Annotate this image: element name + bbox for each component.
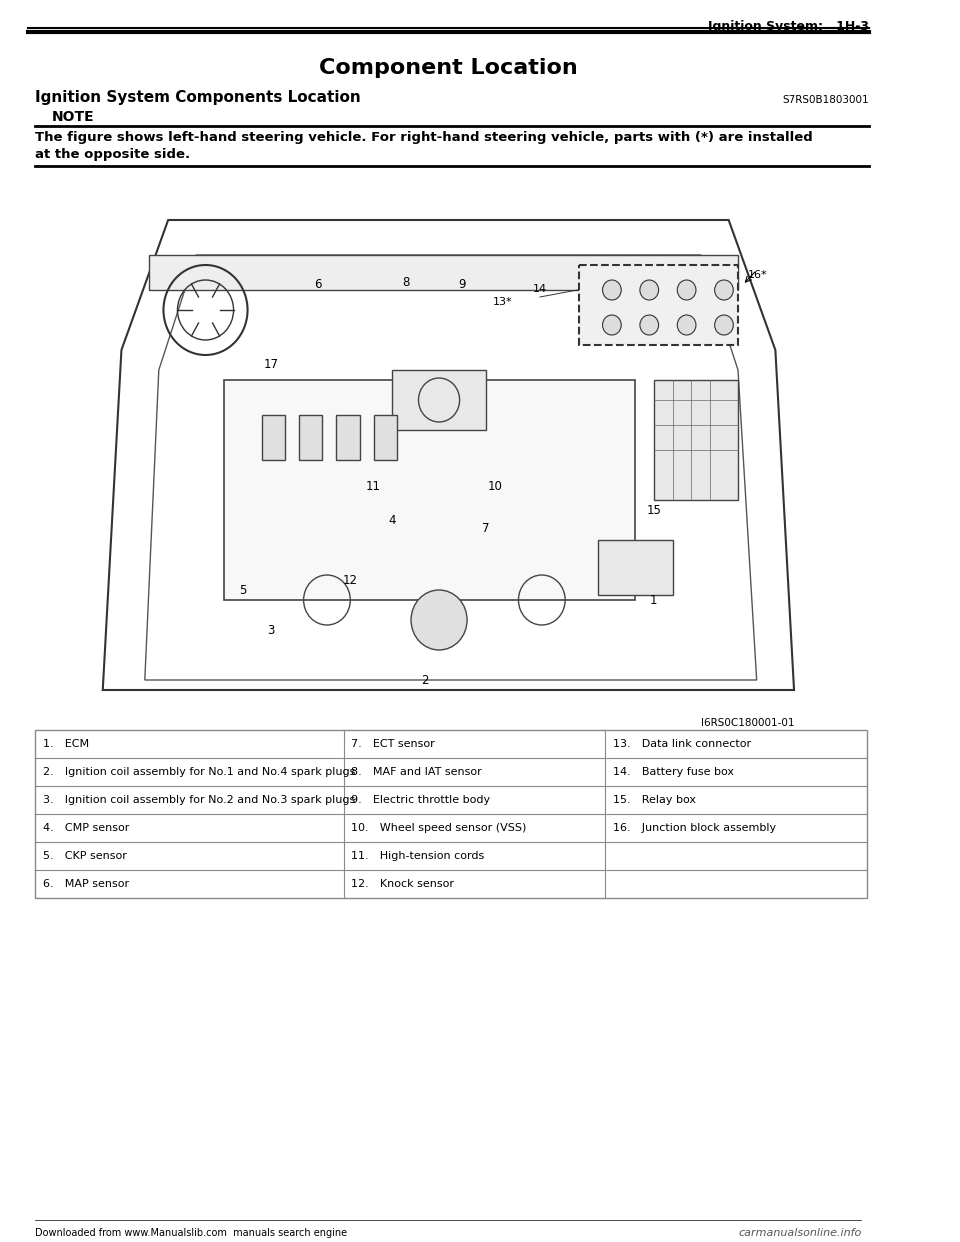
- Bar: [93, 178, 822, 708]
- Text: carmanualsonline.info: carmanualsonline.info: [738, 1228, 861, 1238]
- Text: 13*: 13*: [493, 297, 513, 307]
- Bar: [373, 415, 397, 460]
- Bar: [579, 265, 738, 345]
- Text: at the opposite side.: at the opposite side.: [36, 148, 191, 161]
- Text: 10. Wheel speed sensor (VSS): 10. Wheel speed sensor (VSS): [351, 823, 527, 833]
- Text: 1. ECM: 1. ECM: [43, 739, 89, 749]
- Circle shape: [411, 590, 468, 650]
- Text: 12. Knock sensor: 12. Knock sensor: [351, 879, 454, 889]
- Text: 15. Relay box: 15. Relay box: [612, 795, 696, 805]
- Circle shape: [603, 315, 621, 335]
- Text: 9: 9: [459, 278, 467, 292]
- Text: 13. Data link connector: 13. Data link connector: [612, 739, 751, 749]
- Text: 10: 10: [488, 481, 502, 493]
- Text: The figure shows left-hand steering vehicle. For right-hand steering vehicle, pa: The figure shows left-hand steering vehi…: [36, 130, 813, 144]
- Text: 5. CKP sensor: 5. CKP sensor: [43, 851, 127, 861]
- Text: 3: 3: [267, 623, 275, 636]
- Bar: [598, 540, 673, 595]
- Text: S7RS0B1803001: S7RS0B1803001: [782, 94, 869, 106]
- Text: 14. Battery fuse box: 14. Battery fuse box: [612, 768, 733, 777]
- Text: 6: 6: [314, 278, 322, 292]
- Circle shape: [603, 279, 621, 301]
- Bar: [225, 380, 636, 600]
- Text: 15: 15: [646, 503, 661, 517]
- Text: I6RS0C180001-01: I6RS0C180001-01: [701, 718, 794, 728]
- Circle shape: [714, 315, 733, 335]
- Text: 1: 1: [650, 594, 658, 606]
- Bar: [261, 415, 285, 460]
- Text: 8: 8: [402, 276, 410, 288]
- Text: 6. MAP sensor: 6. MAP sensor: [43, 879, 129, 889]
- Circle shape: [640, 315, 659, 335]
- Text: NOTE: NOTE: [52, 111, 94, 124]
- Circle shape: [677, 315, 696, 335]
- Text: Component Location: Component Location: [319, 58, 578, 78]
- Circle shape: [640, 279, 659, 301]
- Circle shape: [714, 279, 733, 301]
- Text: 2. Ignition coil assembly for No.1 and No.4 spark plugs: 2. Ignition coil assembly for No.1 and N…: [43, 768, 355, 777]
- Bar: [654, 380, 738, 501]
- Text: 4. CMP sensor: 4. CMP sensor: [43, 823, 130, 833]
- Bar: [150, 255, 738, 289]
- Text: Ignition System Components Location: Ignition System Components Location: [36, 89, 361, 106]
- Text: 16. Junction block assembly: 16. Junction block assembly: [612, 823, 776, 833]
- Bar: [299, 415, 323, 460]
- Text: 7. ECT sensor: 7. ECT sensor: [351, 739, 435, 749]
- Text: 5: 5: [239, 584, 247, 596]
- Text: 16*: 16*: [747, 270, 767, 279]
- Text: 14: 14: [533, 284, 546, 294]
- Text: 3. Ignition coil assembly for No.2 and No.3 spark plugs: 3. Ignition coil assembly for No.2 and N…: [43, 795, 355, 805]
- Text: 11. High-tension cords: 11. High-tension cords: [351, 851, 485, 861]
- Text: Ignition System:   1H-3: Ignition System: 1H-3: [708, 20, 869, 34]
- Text: 7: 7: [482, 522, 490, 534]
- Text: 4: 4: [389, 513, 396, 527]
- Bar: [336, 415, 360, 460]
- Bar: [36, 730, 867, 898]
- Text: Downloaded from www.Manualslib.com  manuals search engine: Downloaded from www.Manualslib.com manua…: [36, 1228, 348, 1238]
- Circle shape: [677, 279, 696, 301]
- Bar: [393, 370, 486, 430]
- Text: 9. Electric throttle body: 9. Electric throttle body: [351, 795, 491, 805]
- Text: 17: 17: [263, 359, 278, 371]
- Text: 12: 12: [343, 574, 358, 586]
- Text: 11: 11: [366, 481, 381, 493]
- Text: 8. MAF and IAT sensor: 8. MAF and IAT sensor: [351, 768, 482, 777]
- Text: 2: 2: [421, 673, 429, 687]
